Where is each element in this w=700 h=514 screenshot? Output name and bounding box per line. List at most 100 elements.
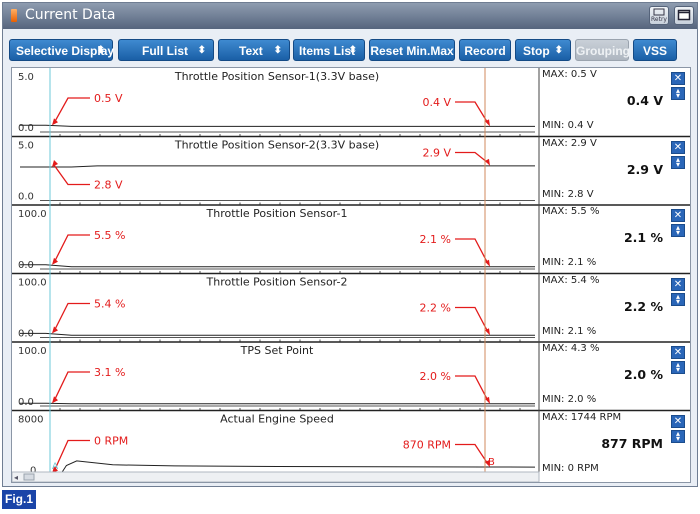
expand-icon: ▴ ▾ bbox=[675, 223, 680, 237]
marker-b-leader bbox=[455, 375, 489, 402]
title-icon bbox=[11, 9, 17, 22]
min-value: MIN: 0 RPM bbox=[542, 462, 599, 474]
retry-button[interactable]: Retry bbox=[649, 6, 669, 25]
scroll-left-icon[interactable]: ◂ bbox=[14, 473, 18, 482]
series-line bbox=[20, 402, 535, 405]
text-label: Text bbox=[239, 44, 263, 58]
items-list-button[interactable]: Items List ⬍ bbox=[293, 39, 365, 61]
series-line bbox=[20, 264, 535, 268]
series-line bbox=[20, 165, 535, 168]
marker-b-leader bbox=[455, 101, 489, 124]
marker-a-value: 0 RPM bbox=[94, 435, 128, 448]
cursor-b-label: B bbox=[488, 457, 495, 468]
expand-graph-button[interactable]: ▴ ▾ bbox=[671, 87, 685, 100]
current-data-window: Current Data Retry Selective Display ⬍ F… bbox=[2, 2, 698, 487]
grouping-label: Grouping bbox=[576, 44, 630, 58]
dropdown-arrow-icon: ⬍ bbox=[273, 45, 282, 56]
data-graphs: 5.0 0.0 Throttle Position Sensor-1(3.3V ba… bbox=[12, 68, 690, 482]
graph-title: Throttle Position Sensor-2(3.3V base) bbox=[174, 139, 379, 152]
selective-display-label: Selective Display bbox=[16, 44, 115, 58]
expand-icon: ▴ ▾ bbox=[675, 154, 680, 169]
graph-title: Throttle Position Sensor-2 bbox=[206, 276, 348, 289]
y-tick-top: 100.0 bbox=[18, 209, 47, 220]
retry-label: Retry bbox=[651, 16, 667, 23]
remove-graph-button[interactable]: ✕ bbox=[671, 72, 685, 85]
graph-title: Throttle Position Sensor-1(3.3V base) bbox=[174, 70, 379, 83]
marker-a-arrow bbox=[52, 160, 58, 168]
window-toggle-button[interactable] bbox=[674, 6, 694, 25]
toolbar: Selective Display ⬍ Full List ⬍ Text ⬍ I… bbox=[3, 39, 697, 61]
reset-min-max-button[interactable]: Reset Min.Max bbox=[369, 39, 455, 61]
expand-graph-button[interactable]: ▴ ▾ bbox=[671, 291, 685, 306]
dropdown-arrow-icon: ⬍ bbox=[348, 45, 357, 56]
marker-a-arrow bbox=[52, 396, 58, 404]
items-list-label: Items List bbox=[299, 44, 356, 58]
marker-b-arrow bbox=[485, 119, 490, 127]
y-tick-bottom: 0.0 bbox=[18, 192, 34, 203]
expand-graph-button[interactable]: ▴ ▾ bbox=[671, 361, 685, 374]
stop-button[interactable]: Stop ⬍ bbox=[515, 39, 571, 61]
figure-label: Fig.1 bbox=[2, 490, 36, 509]
marker-b-leader bbox=[455, 238, 489, 265]
marker-a-leader bbox=[53, 302, 90, 332]
expand-graph-button[interactable]: ▴ ▾ bbox=[671, 154, 685, 169]
marker-a-leader bbox=[53, 164, 90, 186]
current-value: 2.1 % bbox=[623, 230, 663, 245]
expand-graph-button[interactable]: ▴ ▾ bbox=[671, 224, 685, 237]
marker-a-value: 5.4 % bbox=[94, 298, 125, 311]
marker-b-value: 2.1 % bbox=[420, 233, 451, 246]
marker-a-arrow bbox=[52, 326, 58, 334]
max-value: MAX: 5.5 % bbox=[542, 206, 600, 217]
cursor-a-label: A bbox=[52, 462, 59, 472]
expand-graph-button[interactable]: ▴ ▾ bbox=[671, 429, 685, 443]
marker-a-value: 0.5 V bbox=[94, 92, 123, 105]
y-tick-top: 5.0 bbox=[18, 72, 34, 83]
marker-b-leader bbox=[455, 151, 489, 164]
marker-a-value: 2.8 V bbox=[94, 179, 123, 192]
marker-b-arrow bbox=[485, 396, 490, 404]
dropdown-arrow-icon: ⬍ bbox=[197, 45, 206, 56]
selective-display-button[interactable]: Selective Display ⬍ bbox=[9, 39, 115, 61]
close-icon: ✕ bbox=[673, 73, 683, 84]
remove-graph-button[interactable]: ✕ bbox=[671, 209, 685, 222]
close-icon: ✕ bbox=[673, 415, 683, 427]
marker-b-value: 2.0 % bbox=[420, 370, 451, 383]
close-icon: ✕ bbox=[673, 278, 683, 290]
y-tick-bottom: 0 bbox=[30, 466, 36, 477]
close-icon: ✕ bbox=[673, 141, 683, 153]
remove-graph-button[interactable]: ✕ bbox=[671, 140, 685, 154]
marker-b-value: 870 RPM bbox=[403, 439, 451, 452]
marker-a-leader bbox=[53, 234, 90, 264]
max-value: MAX: 2.9 V bbox=[542, 137, 597, 149]
marker-a-value: 5.5 % bbox=[94, 229, 125, 242]
marker-b-arrow bbox=[485, 328, 490, 336]
min-value: MIN: 2.0 % bbox=[542, 394, 597, 405]
dropdown-arrow-icon: ⬍ bbox=[554, 45, 563, 56]
max-value: MAX: 5.4 % bbox=[542, 274, 600, 286]
window-icon bbox=[677, 9, 691, 21]
horizontal-scrollbar[interactable] bbox=[12, 471, 540, 482]
remove-graph-button[interactable]: ✕ bbox=[671, 346, 685, 359]
title-bar: Current Data Retry bbox=[3, 3, 697, 29]
max-value: MAX: 4.3 % bbox=[542, 343, 600, 354]
grouping-button: Grouping bbox=[575, 39, 630, 61]
full-list-button[interactable]: Full List ⬍ bbox=[118, 39, 214, 61]
y-tick-bottom: 0.0 bbox=[18, 123, 34, 134]
max-value: MAX: 0.5 V bbox=[542, 69, 597, 80]
marker-a-arrow bbox=[52, 257, 58, 265]
min-value: MIN: 2.1 % bbox=[542, 257, 597, 268]
vss-button[interactable]: VSS bbox=[633, 39, 677, 61]
stop-label: Stop bbox=[523, 44, 550, 58]
close-icon: ✕ bbox=[673, 210, 683, 221]
text-button[interactable]: Text ⬍ bbox=[218, 39, 290, 61]
scrollbar-thumb[interactable] bbox=[23, 473, 35, 481]
marker-a-leader bbox=[53, 439, 90, 472]
graph-title: TPS Set Point bbox=[240, 344, 314, 357]
record-button[interactable]: Record bbox=[459, 39, 511, 61]
dropdown-arrow-icon: ⬍ bbox=[96, 45, 105, 56]
current-value: 2.9 V bbox=[626, 161, 663, 177]
expand-icon: ▴ ▾ bbox=[675, 291, 680, 306]
graph-panel: 5.0 0.0 Throttle Position Sensor-1(3.3V ba… bbox=[11, 67, 691, 483]
remove-graph-button[interactable]: ✕ bbox=[671, 277, 685, 291]
remove-graph-button[interactable]: ✕ bbox=[671, 414, 685, 428]
